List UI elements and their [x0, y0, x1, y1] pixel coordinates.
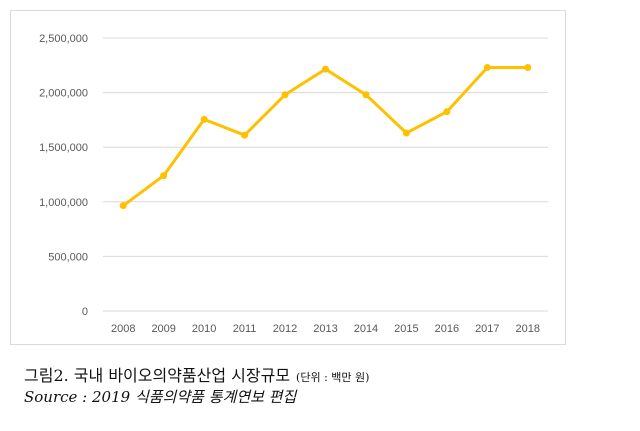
x-tick-label: 2010 — [192, 323, 216, 335]
y-tick-label: 2,500,000 — [39, 33, 88, 45]
x-tick-label: 2015 — [394, 323, 418, 335]
data-point — [402, 129, 410, 137]
y-tick-label: 0 — [82, 306, 88, 318]
data-point — [524, 63, 532, 71]
data-point — [241, 131, 249, 139]
y-tick-label: 1,000,000 — [39, 197, 88, 209]
x-tick-label: 2012 — [273, 323, 297, 335]
data-point — [443, 108, 451, 116]
x-tick-label: 2014 — [354, 323, 378, 335]
chart-frame — [10, 10, 566, 345]
data-point — [362, 91, 370, 99]
y-tick-label: 500,000 — [48, 251, 88, 263]
data-point — [160, 172, 168, 180]
data-point — [119, 202, 127, 210]
series-line — [121, 65, 530, 208]
y-tick-label: 2,000,000 — [39, 88, 88, 100]
x-tick-label: 2018 — [516, 323, 540, 335]
x-tick-label: 2009 — [151, 323, 175, 335]
data-point — [200, 115, 208, 123]
x-tick-label: 2016 — [435, 323, 459, 335]
data-point — [322, 65, 329, 73]
caption-unit: (단위 : 백만 원) — [296, 371, 370, 384]
data-point — [281, 91, 289, 99]
x-tick-label: 2008 — [111, 323, 135, 335]
x-tick-label: 2011 — [233, 323, 257, 335]
y-tick-label: 1,500,000 — [39, 142, 88, 154]
figure-caption: 그림2. 국내 바이오의약품산업 시장규모 (단위 : 백만 원) — [24, 362, 369, 386]
source-note: Source : 2019 식품의약품 통계연보 편집 — [24, 388, 297, 406]
x-tick-label: 2017 — [475, 323, 499, 335]
caption-title: 그림2. 국내 바이오의약품산업 시장규모 — [24, 366, 291, 385]
x-tick-label: 2013 — [313, 323, 337, 335]
data-point — [483, 63, 491, 71]
